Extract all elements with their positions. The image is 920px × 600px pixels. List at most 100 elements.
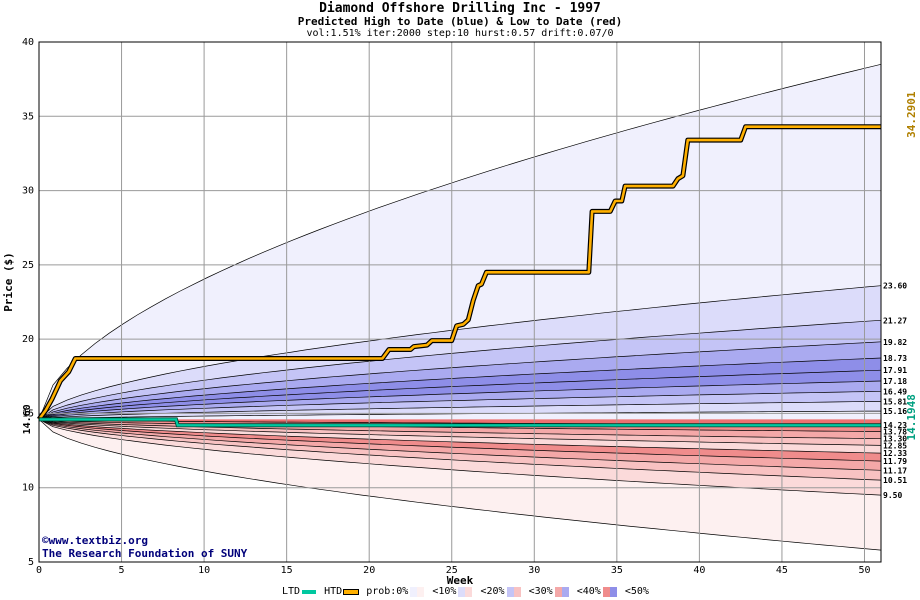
legend-swatch-40 (602, 586, 617, 597)
axes: 0 5 10 15 20 25 30 35 40 45 50510152025303540WeekP… (2, 37, 871, 587)
percentile-line-2 (38, 319, 882, 420)
right-label-15: 11.17 (883, 466, 907, 475)
right-label-8: 15.16 (883, 407, 907, 416)
plot-frame (38, 41, 882, 563)
lower-band-8 (39, 419, 881, 496)
upper-band-5 (39, 370, 881, 420)
right-label-14: 11.79 (883, 457, 907, 466)
right-label-4: 17.91 (883, 366, 907, 375)
percentile-lines (38, 63, 882, 551)
legend-b30-label: <30% (528, 586, 553, 597)
x-axis-label: Week (447, 574, 474, 587)
percentile-line-13 (38, 419, 882, 446)
x-tick-label-5: 5 (119, 565, 125, 576)
y-tick-label-35: 35 (22, 111, 34, 122)
legend-b10-label: <10% (432, 586, 457, 597)
percentile-line-4 (38, 357, 882, 420)
lower-band-7 (39, 419, 881, 481)
upper-band-7 (39, 391, 881, 420)
right-label-0: 23.60 (883, 282, 907, 291)
lower-band-5 (39, 419, 881, 462)
x-tick-label-40: 40 (693, 565, 705, 576)
y-tick-label-25: 25 (22, 260, 34, 271)
lower-band-6 (39, 419, 881, 471)
ltd-final-label: 14.1948 (905, 394, 918, 440)
probability-bands (39, 64, 881, 551)
right-label-17: 9.50 (883, 491, 902, 500)
percentile-line-14 (38, 419, 882, 454)
legend-swatch-10 (458, 586, 473, 597)
htd-final-label: 34.2901 (905, 91, 918, 138)
right-percentile-labels: 23.60 21.27 19.82 18.73 17.91 17.1816.4915.81… (883, 282, 907, 500)
x-tick-label-20: 20 (363, 565, 375, 576)
y-axis-label: Price ($) (2, 252, 15, 312)
x-tick-label-35: 35 (611, 565, 623, 576)
legend-swatch-20 (506, 586, 521, 597)
legend-b50-label: <50% (624, 586, 649, 597)
x-tick-label-25: 25 (446, 565, 458, 576)
legend-swatch-0 (410, 586, 425, 597)
legend-htd-swatch (343, 588, 360, 595)
ltd-line (39, 418, 881, 427)
x-tick-label-0: 0 (36, 565, 42, 576)
legend-swatch-30 (554, 586, 569, 597)
right-label-10: 13.78 (883, 428, 907, 437)
percentile-line-19 (38, 419, 882, 551)
chart-title: Diamond Offshore Drilling Inc - 1997 (319, 1, 601, 16)
lower-band-4 (39, 419, 881, 454)
percentile-line-3 (38, 341, 882, 420)
right-label-7: 15.81 (883, 397, 907, 406)
x-tick-label-15: 15 (281, 565, 293, 576)
lower-band-2 (39, 419, 881, 439)
lower-band-9 (39, 419, 881, 551)
chart-subtitle: Predicted High to Date (blue) & Low to D… (297, 15, 623, 28)
chart-params: vol:1.51% iter:2000 step:10 hurst:0.57 d… (306, 28, 614, 39)
start-price-label: 14.60 (22, 404, 33, 434)
percentile-line-17 (38, 419, 882, 481)
right-label-12: 12.85 (883, 441, 907, 450)
percentile-line-8 (38, 401, 882, 420)
percentile-line-16 (38, 419, 882, 471)
percentile-line-0 (38, 63, 882, 420)
upper-band-2 (39, 320, 881, 420)
percentile-line-5 (38, 369, 882, 420)
credit-url: ©www.textbiz.org (42, 534, 148, 547)
x-tick-label-30: 30 (528, 565, 540, 576)
x-tick-label-10: 10 (198, 565, 210, 576)
upper-band-0 (39, 64, 881, 420)
y-tick-label-5: 5 (28, 557, 34, 568)
percentile-line-6 (38, 380, 882, 420)
extra-labels: 34.2901 14.1948 (905, 91, 918, 440)
y-tick-label-40: 40 (22, 37, 34, 48)
legend-ltd-label: LTD (282, 586, 301, 597)
percentile-line-1 (38, 285, 882, 420)
right-label-3: 18.73 (883, 354, 907, 363)
right-label-6: 16.49 (883, 387, 907, 396)
grid-lines (38, 41, 881, 563)
upper-band-3 (39, 341, 881, 420)
htd-line (37, 125, 881, 421)
right-label-1: 21.27 (883, 316, 907, 325)
percentile-line-7 (38, 390, 882, 420)
y-tick-label-20: 20 (22, 334, 34, 345)
right-label-11: 13.30 (883, 435, 907, 444)
series-lines (36, 124, 881, 428)
legend-prob-label: prob:0% (366, 586, 409, 597)
legend-htd-label: HTD (324, 586, 343, 597)
credit-org: The Research Foundation of SUNY (42, 547, 248, 560)
x-tick-label-50: 50 (858, 565, 870, 576)
upper-band-8 (39, 401, 881, 420)
title-block: Diamond Offshore Drilling Inc - 1997 Pre… (0, 0, 920, 40)
right-label-5: 17.18 (883, 377, 907, 386)
legend: LTD HTD prob:0% <10% <20% <30% <40% <50% (282, 586, 649, 598)
y-tick-label-15: 15 (22, 408, 34, 419)
legend-ltd-swatch (302, 589, 317, 594)
y-tick-label-30: 30 (22, 186, 34, 197)
y-tick-label-10: 10 (22, 483, 34, 494)
legend-b20-label: <20% (480, 586, 505, 597)
percentile-line-15 (38, 419, 882, 462)
x-tick-label-45: 45 (776, 565, 788, 576)
right-label-9: 14.23 (883, 421, 907, 430)
upper-band-4 (39, 358, 881, 420)
